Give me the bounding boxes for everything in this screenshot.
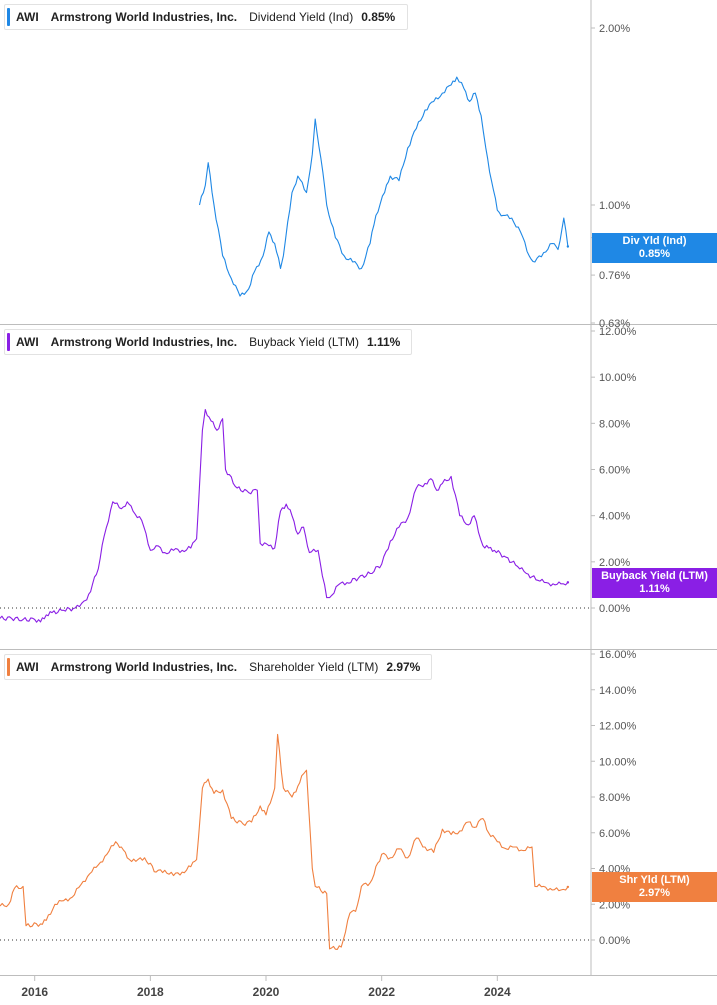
current-value-tag-dividend: Div Yld (Ind) 0.85%	[592, 233, 717, 263]
series-end-point	[566, 885, 570, 889]
y-tick-label: 2.00%	[599, 23, 630, 35]
x-tick-label: 2018	[137, 985, 164, 999]
series-swatch	[7, 333, 10, 351]
legend-ticker: AWI	[16, 10, 39, 24]
legend-company: Armstrong World Industries, Inc.	[50, 10, 238, 24]
chart-panel-1: 12.00% 10.00% 8.00% 6.00% 4.00% 2.00% 0.00%	[0, 326, 717, 650]
y-tick-label: 6.00%	[599, 828, 630, 840]
y-tick-label: 2.00%	[599, 899, 630, 911]
legend-metric: Shareholder Yield (LTM)	[249, 660, 379, 674]
series-line-0	[198, 76, 569, 297]
legend-shareholder-yield: AWI Armstrong World Industries, Inc. Sha…	[4, 654, 432, 680]
y-tick-label: 12.00%	[599, 326, 637, 338]
legend-company: Armstrong World Industries, Inc.	[50, 335, 238, 349]
current-value-tag-shareholder: Shr Yld (LTM) 2.97%	[592, 872, 717, 902]
x-tick-label: 2020	[253, 985, 280, 999]
chart-panel-0: 2.00%1.00%0.88%0.76%0.63%	[0, 23, 717, 330]
y-tick-label: 6.00%	[599, 465, 630, 477]
series-swatch	[7, 658, 10, 676]
legend-metric: Buyback Yield (LTM)	[249, 335, 359, 349]
y-tick-label: 2.00%	[599, 557, 630, 569]
chart-panel-2: 16.00%14.00%12.00%10.00%8.00%6.00%4.00%2…	[0, 649, 637, 950]
y-tick-label: 8.00%	[599, 418, 630, 430]
y-tick-label: 0.00%	[599, 603, 630, 615]
y-tick-label: 1.00%	[599, 200, 630, 212]
legend-dividend-yield: AWI Armstrong World Industries, Inc. Div…	[4, 4, 408, 30]
y-tick-label: 12.00%	[599, 721, 637, 733]
x-tick-label: 2024	[484, 985, 511, 999]
legend-company: Armstrong World Industries, Inc.	[50, 660, 238, 674]
y-tick-label: 8.00%	[599, 792, 630, 804]
tag-value: 1.11%	[639, 583, 670, 595]
series-end-point	[566, 581, 570, 584]
tag-value: 0.85%	[638, 248, 671, 260]
series-line-0	[0, 408, 569, 623]
current-value-tag-buyback: Buyback Yield (LTM) 1.11%	[592, 568, 717, 598]
y-tick-label: 16.00%	[599, 649, 637, 661]
legend-value: 2.97%	[386, 660, 421, 674]
y-tick-label: 14.00%	[599, 685, 637, 697]
legend-buyback-yield: AWI Armstrong World Industries, Inc. Buy…	[4, 329, 412, 355]
legend-value: 0.85%	[361, 10, 396, 24]
y-tick-label: 0.63%	[599, 318, 630, 330]
series-swatch	[7, 8, 10, 26]
y-tick-label: 10.00%	[599, 756, 637, 768]
tag-value: 2.97%	[638, 887, 671, 899]
series-line-0	[0, 733, 569, 950]
y-tick-label: 0.00%	[599, 935, 630, 947]
legend-metric: Dividend Yield (Ind)	[249, 10, 354, 24]
y-tick-label: 4.00%	[599, 511, 630, 523]
series-end-point	[566, 245, 570, 248]
tag-label: Buyback Yield (LTM)	[601, 570, 708, 582]
y-tick-label: 0.76%	[599, 270, 630, 282]
tag-label: Div Yld (Ind)	[622, 235, 687, 247]
legend-ticker: AWI	[16, 660, 39, 674]
x-axis: 2016 2018 2020 2022 2024	[0, 975, 717, 999]
y-tick-label: 10.00%	[599, 372, 637, 384]
tag-label: Shr Yld (LTM)	[619, 874, 690, 886]
legend-ticker: AWI	[16, 335, 39, 349]
legend-value: 1.11%	[366, 335, 401, 349]
x-tick-label: 2022	[368, 985, 395, 999]
x-tick-label: 2016	[21, 985, 48, 999]
